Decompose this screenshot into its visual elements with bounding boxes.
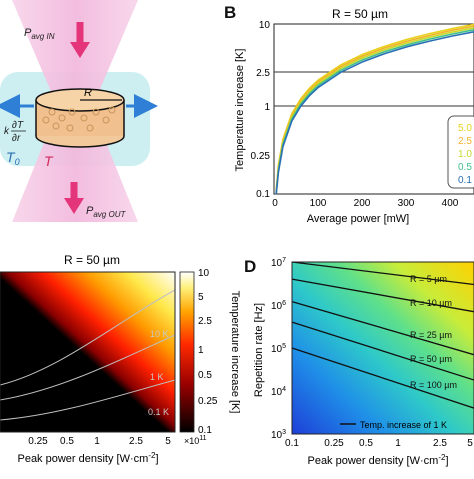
iso-line-100um	[291, 347, 474, 409]
input-arrowhead	[70, 42, 90, 58]
panel-b-legend: 5.0 2.5 1.0 0.5 0.1	[447, 115, 474, 189]
c-xtick: 5	[165, 436, 171, 447]
b-xtick: 200	[354, 198, 371, 209]
p-in-label: Pavg IN	[24, 27, 55, 41]
d-ytick: 106	[271, 300, 286, 312]
c-xtick: 0.25	[28, 436, 48, 447]
c-x-exponent: ×1011	[184, 435, 207, 446]
svg-text:k: k	[4, 126, 10, 137]
iso-label-25um: R = 25 µm	[410, 330, 452, 340]
panel-c-xticks: 0.25 0.5 1 2.5 5	[28, 436, 171, 447]
panel-d-letter: D	[244, 257, 256, 276]
d-ytick: 104	[271, 386, 286, 398]
d-xtick: 0.5	[359, 438, 373, 449]
iso-label-10um: R = 10 µm	[410, 298, 452, 308]
colorbar-tick: 5	[198, 292, 204, 303]
panel-c-field	[0, 272, 175, 432]
contour-label-10k: 10 K	[150, 329, 169, 339]
panel-b-ylabel: Temperature increase [K]	[234, 49, 246, 172]
panel-d-legend-text: Temp. increase of 1 K	[360, 420, 447, 430]
legend-entry-1-0: 1.0	[458, 149, 472, 160]
panel-d-chart: D R = 5 µm R = 10 µm R = 25 µm R = 50 µm…	[244, 257, 474, 467]
b-ytick: 10	[259, 20, 271, 31]
legend-entry-0-5: 0.5	[458, 162, 472, 173]
d-ytick: 107	[271, 257, 286, 269]
contour-0-1k	[0, 379, 176, 421]
t0-label: T0	[6, 149, 20, 167]
panel-a-schematic: Pavg IN R k ∂T ∂r T0 T Pavg OUT	[0, 0, 158, 222]
svg-text:∂T: ∂T	[12, 120, 24, 131]
p-out-label: Pavg OUT	[86, 205, 126, 219]
panel-c-xlabel: Peak power density [W·cm-2]	[17, 451, 158, 465]
b-xtick: 400	[442, 198, 459, 209]
cell-texture	[42, 106, 116, 132]
series-line-0-1	[275, 31, 474, 195]
panel-c-colorbar-ticks: 10 5 2.5 1 0.5 0.25 0.1	[198, 268, 218, 436]
panel-d-legend: Temp. increase of 1 K	[340, 420, 447, 430]
b-xtick: 0	[272, 198, 278, 209]
iso-line-50um	[291, 321, 474, 381]
b-xtick: 100	[310, 198, 327, 209]
colorbar-tick: 2.5	[198, 316, 212, 327]
panel-d-field	[292, 262, 474, 434]
d-xtick: 5	[467, 438, 473, 449]
panel-c-colorbar-label: Temperature increase [K]	[229, 291, 241, 414]
svg-text:∂r: ∂r	[12, 133, 21, 144]
iso-line-5um	[291, 261, 474, 286]
colorbar-tick: 10	[198, 268, 210, 279]
b-xtick: 300	[398, 198, 415, 209]
flux-formula: k ∂T ∂r	[4, 120, 26, 144]
panel-b-xticks: 0 100 200 300 400	[272, 198, 459, 209]
b-ytick: 2.5	[256, 68, 270, 79]
panel-b-chart: B R = 50 µm 0.1 0.25 1 2.5 10 0 100 200 …	[224, 3, 474, 225]
panel-d-xticks: 0.1 0.25 0.5 1 2.5 5	[285, 438, 473, 449]
b-ytick: 0.25	[251, 151, 271, 162]
iso-line-25um	[291, 300, 474, 356]
output-arrowhead	[64, 198, 84, 214]
d-xtick: 2.5	[433, 438, 447, 449]
panel-b-xlabel: Average power [mW]	[307, 213, 410, 225]
b-ytick: 1	[264, 102, 270, 113]
legend-entry-5-0: 5.0	[458, 123, 472, 134]
legend-entry-0-1: 0.1	[458, 175, 472, 186]
c-xtick: 2.5	[129, 436, 143, 447]
d-xtick: 0.1	[285, 438, 299, 449]
panel-b-title: R = 50 µm	[332, 7, 388, 21]
colorbar-tick: 0.1	[198, 425, 212, 436]
colorbar-tick: 1	[198, 345, 204, 356]
c-xtick: 0.5	[60, 436, 74, 447]
panel-b-yticks: 0.1 0.25 1 2.5 10	[251, 20, 271, 200]
panel-c-colorbar	[179, 271, 195, 433]
panel-d-line-labels: R = 5 µm R = 10 µm R = 25 µm R = 50 µm R…	[410, 274, 457, 390]
d-xtick: 0.25	[324, 438, 344, 449]
contour-1k	[0, 334, 176, 401]
temperature-label: T	[44, 153, 54, 169]
d-ytick: 105	[271, 343, 286, 355]
panel-b-series	[275, 23, 474, 195]
b-ytick: 0.1	[256, 189, 270, 200]
contour-label-0-1k: 0.1 K	[148, 407, 169, 417]
d-ytick: 103	[271, 429, 286, 441]
colorbar-tick: 0.25	[198, 396, 218, 407]
panel-b-letter: B	[224, 3, 236, 22]
panel-d-iso-lines	[291, 261, 474, 409]
contour-10k	[0, 289, 176, 386]
panel-d-ylabel: Repetition rate [Hz]	[253, 303, 265, 397]
legend-entry-2-5: 2.5	[458, 136, 472, 147]
panel-c-title: R = 50 µm	[64, 253, 120, 267]
iso-label-100um: R = 100 µm	[410, 380, 457, 390]
d-xtick: 1	[395, 438, 401, 449]
colorbar-tick: 0.5	[198, 370, 212, 381]
iso-label-50um: R = 50 µm	[410, 354, 452, 364]
contour-label-1k: 1 K	[150, 372, 164, 382]
radius-label: R	[84, 87, 92, 99]
iso-line-10um	[291, 278, 474, 313]
panel-c-chart: R = 50 µm 10 K 1 K 0.1 K 0.25 0.5 1 2.5 …	[0, 253, 241, 465]
iso-label-5um: R = 5 µm	[410, 274, 447, 284]
panel-d-yticks: 107 106 105 104 103	[271, 257, 286, 441]
c-xtick: 1	[94, 436, 100, 447]
panel-d-xlabel: Peak power density [W·cm-2]	[307, 453, 448, 467]
